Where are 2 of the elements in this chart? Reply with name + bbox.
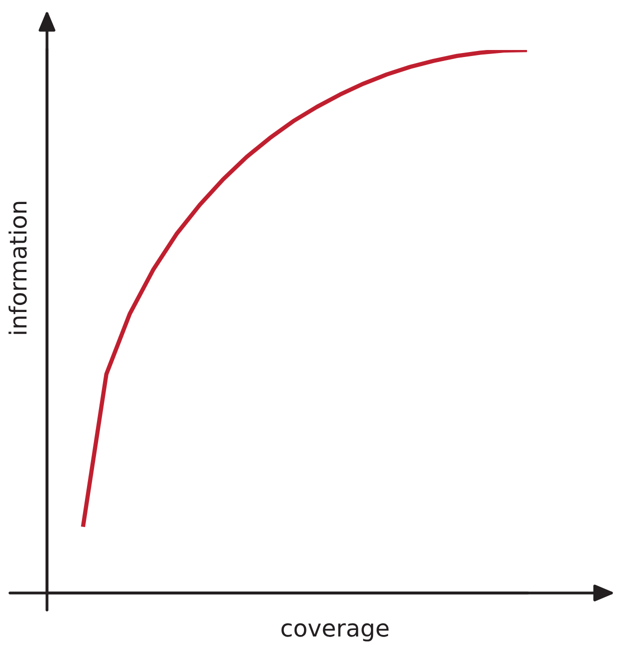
x-axis-title: coverage	[281, 623, 389, 642]
y-axis-title: information	[8, 202, 27, 334]
